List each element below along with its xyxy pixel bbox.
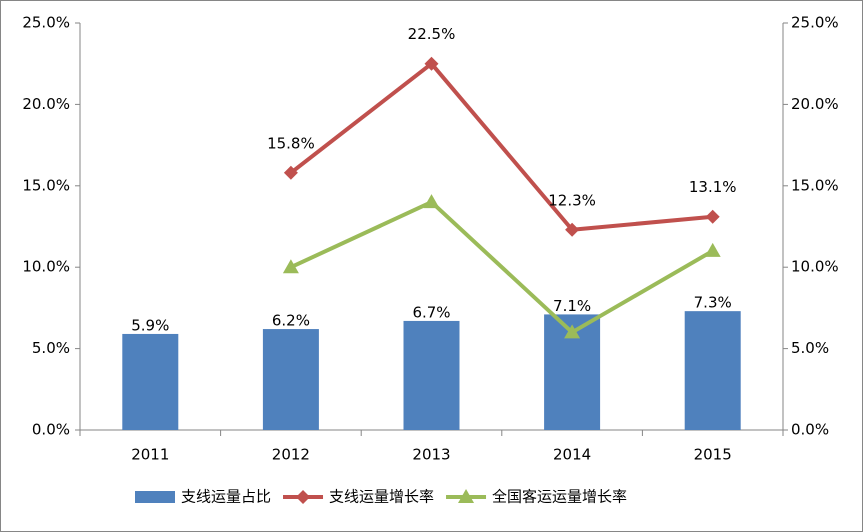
bar bbox=[262, 329, 319, 430]
data-label: 7.1% bbox=[553, 297, 591, 315]
y2-tick-label: 5.0% bbox=[791, 339, 829, 357]
marker bbox=[705, 209, 720, 224]
y2-tick-label: 25.0% bbox=[791, 14, 839, 32]
marker bbox=[423, 194, 440, 209]
data-label: 13.1% bbox=[689, 178, 737, 196]
data-label: 12.3% bbox=[548, 191, 596, 209]
y-tick-label: 15.0% bbox=[22, 176, 70, 194]
line bbox=[290, 200, 714, 335]
bar bbox=[122, 333, 179, 430]
legend-marker bbox=[296, 490, 311, 504]
x-tick-label: 2013 bbox=[412, 446, 450, 464]
line bbox=[289, 61, 713, 232]
y-tick-label: 0.0% bbox=[32, 421, 70, 439]
marker bbox=[283, 165, 298, 180]
legend-label: 全国客运运量增长率 bbox=[492, 488, 627, 506]
legend-marker bbox=[458, 489, 475, 503]
x-tick-label: 2012 bbox=[272, 446, 310, 464]
legend-label: 支线运量增长率 bbox=[329, 488, 434, 506]
y2-tick-label: 10.0% bbox=[791, 258, 839, 276]
marker bbox=[282, 259, 299, 274]
data-label: 6.7% bbox=[412, 303, 450, 321]
y2-tick-label: 15.0% bbox=[791, 176, 839, 194]
y-tick-label: 20.0% bbox=[22, 95, 70, 113]
data-label: 5.9% bbox=[131, 316, 169, 334]
data-label: 7.3% bbox=[694, 294, 732, 312]
y-tick-label: 25.0% bbox=[22, 14, 70, 32]
bar bbox=[403, 320, 460, 430]
y-tick-label: 10.0% bbox=[22, 258, 70, 276]
marker bbox=[704, 242, 721, 257]
y2-tick-label: 0.0% bbox=[791, 421, 829, 439]
legend-swatch bbox=[135, 491, 175, 503]
x-tick-label: 2011 bbox=[131, 446, 169, 464]
legend-label: 支线运量占比 bbox=[181, 488, 271, 506]
x-tick-label: 2014 bbox=[553, 446, 591, 464]
data-label: 15.8% bbox=[267, 134, 315, 152]
data-label: 22.5% bbox=[408, 25, 456, 43]
y2-tick-label: 20.0% bbox=[791, 95, 839, 113]
bar bbox=[684, 311, 741, 430]
marker bbox=[564, 324, 581, 339]
data-label: 6.2% bbox=[272, 312, 310, 330]
marker bbox=[424, 56, 439, 71]
marker bbox=[565, 222, 580, 237]
x-tick-label: 2015 bbox=[694, 446, 732, 464]
y-tick-label: 5.0% bbox=[32, 339, 70, 357]
